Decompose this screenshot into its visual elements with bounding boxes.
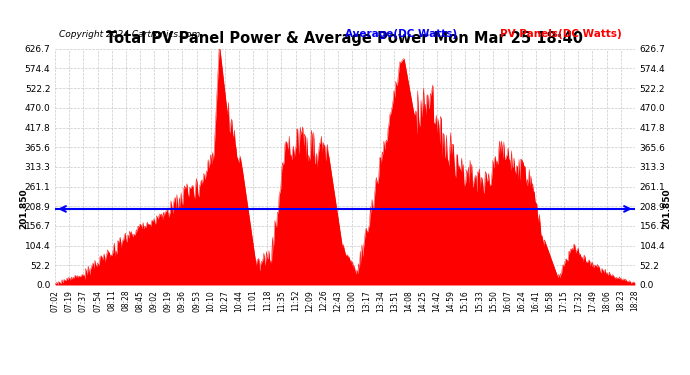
Title: Total PV Panel Power & Average Power Mon Mar 25 18:40: Total PV Panel Power & Average Power Mon…	[106, 31, 584, 46]
Text: Copyright 2024 Cartronics.com: Copyright 2024 Cartronics.com	[59, 30, 200, 39]
Text: PV Panels(DC Watts): PV Panels(DC Watts)	[500, 29, 622, 39]
Text: Average(DC Watts): Average(DC Watts)	[345, 29, 457, 39]
Text: 201.850: 201.850	[662, 189, 671, 229]
Text: 201.850: 201.850	[19, 189, 28, 229]
